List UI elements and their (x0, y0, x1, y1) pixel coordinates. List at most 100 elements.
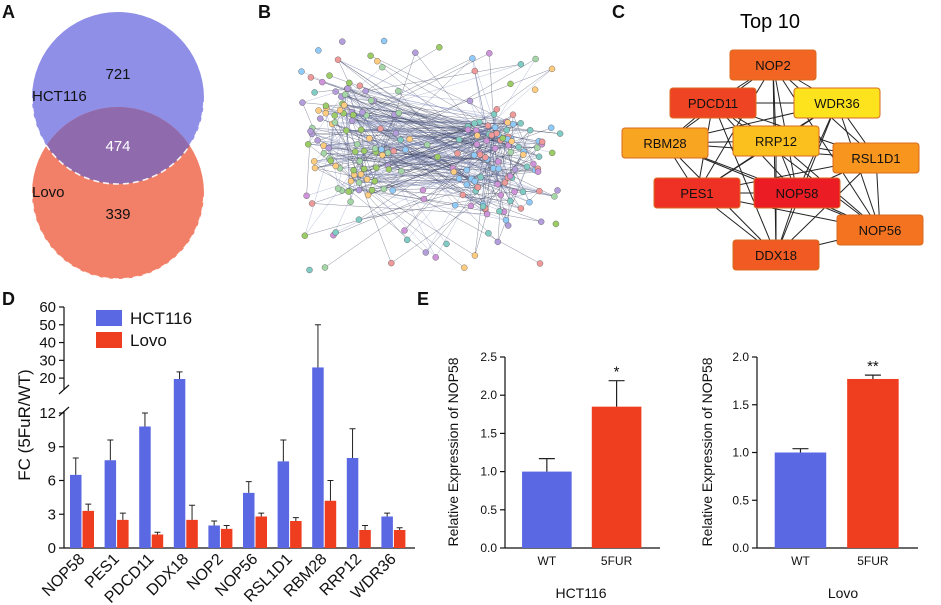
ppi-node (390, 147, 397, 155)
ppi-edge (308, 130, 347, 145)
ppi-edge (370, 55, 514, 125)
ppi-edge (358, 189, 507, 221)
ppi-node (355, 216, 363, 223)
ppi-node (535, 153, 543, 160)
ppi-edge (337, 59, 508, 140)
ppi-edge (344, 104, 480, 123)
bar-hct116-nop2 (208, 525, 220, 548)
ppi-edge (304, 114, 395, 236)
ppi-node (419, 186, 427, 194)
hub-node-pdcd11 (669, 87, 757, 119)
ppi-edge (382, 154, 454, 173)
ppi-edge (317, 140, 376, 149)
ppi-node (536, 260, 544, 267)
bar-hct116-pdcd11 (139, 426, 151, 548)
ppi-node (420, 195, 428, 203)
chart-e-ytick-label: 0.5 (480, 503, 497, 517)
ppi-node (356, 158, 363, 165)
ppi-edge (302, 102, 507, 123)
chart-e-ytick-label: 1.5 (480, 426, 497, 440)
bar-hct116-wdr36 (381, 516, 393, 548)
venn-dashed-edge-top (31, 192, 205, 280)
ppi-edge (334, 115, 392, 264)
bar-hct116-rbm28 (312, 367, 324, 548)
bar-lovo-nop2 (220, 528, 233, 548)
bar-5fur (847, 378, 899, 548)
hub-node-rbm28 (621, 127, 709, 159)
ppi-node (357, 171, 365, 178)
ppi-edge (351, 111, 488, 160)
ppi-node (432, 254, 439, 261)
ppi-node (491, 145, 499, 152)
hub-nodes: NOP2 PDCD11 WDR36 RBM28 RRP12 RSL1D1 PES1 NOP58… (621, 49, 924, 271)
ppi-node (539, 138, 546, 146)
ppi-node (371, 177, 378, 185)
ppi-node (508, 138, 515, 145)
ppi-node (363, 176, 371, 183)
ppi-edge (335, 91, 513, 178)
hub-node-pes1 (653, 177, 741, 209)
ppi-node (404, 236, 411, 244)
chart-e-ytick-label: 0.5 (732, 493, 749, 507)
ppi-edge (387, 152, 402, 172)
ppi-node (298, 68, 305, 75)
ppi-edge (365, 64, 521, 92)
ppi-node (371, 145, 379, 152)
ppi-edge (317, 140, 521, 209)
ppi-node (538, 218, 545, 225)
ppi-node (507, 197, 514, 205)
ppi-node (389, 187, 396, 194)
bar-hct116-nop58 (70, 474, 82, 548)
ppi-node (507, 80, 514, 88)
ppi-node (344, 85, 351, 92)
ppi-edge (362, 58, 473, 113)
ppi-node (361, 147, 368, 155)
ppi-node (380, 185, 388, 193)
ppi-node (336, 106, 344, 114)
hub-title: Top 10 (740, 11, 800, 33)
hub-node-rsl1d1 (832, 142, 920, 174)
chart-d-ytick-label: 50 (39, 317, 56, 334)
ppi-edge (367, 145, 509, 180)
chart-d-ytick-label: 3 (48, 506, 56, 523)
ppi-node (306, 266, 313, 274)
ppi-node (554, 187, 561, 194)
ppi-edge (362, 112, 436, 258)
ppi-node (471, 252, 479, 259)
ppi-node (494, 180, 501, 188)
ppi-edge (474, 136, 509, 256)
chart-e-lovo: Relative Expression of NOP58 Lovo 0.0 0.5… (699, 350, 918, 601)
hub-node-nop56 (836, 214, 924, 246)
hub-node-rrp12 (732, 125, 820, 157)
chart-d-xtick-label-nop58: NOP58 (39, 551, 88, 600)
ppi-node (331, 119, 339, 126)
ppi-node (326, 72, 333, 79)
ppi-node (347, 198, 354, 206)
bar-lovo-nop58 (82, 510, 94, 548)
chart-e-hct116: Relative Expression of NOP58 HCT116 0.0 0… (445, 350, 660, 601)
ppi-edge (497, 166, 528, 242)
hub-node-nop58 (753, 177, 841, 209)
ppi-edge (353, 64, 522, 116)
ppi-node (461, 264, 468, 271)
chart-d-ytick-label: 30 (39, 352, 56, 369)
ppi-node (532, 55, 539, 63)
ppi-node (380, 37, 388, 45)
ppi-edge (323, 112, 363, 146)
venn-lovo-label: Lovo (32, 184, 65, 201)
ppi-edge (323, 145, 408, 241)
ppi-node (397, 136, 404, 144)
hub-node-label-ddx18: DDX18 (755, 248, 797, 263)
ppi-edge (458, 139, 522, 209)
ppi-node (360, 165, 368, 173)
ppi-edge (346, 88, 385, 189)
ppi-edge (323, 153, 467, 171)
ppi-edge (346, 88, 349, 192)
ppi-node (350, 111, 357, 119)
bar-hct116-rsl1d1 (277, 461, 290, 548)
hub-edge (712, 102, 881, 231)
hub-node-label-nop58: NOP58 (776, 186, 819, 201)
ppi-edge (301, 71, 460, 140)
ppi-node (367, 52, 374, 59)
chart-e-ytick-label: 0.0 (480, 541, 497, 555)
